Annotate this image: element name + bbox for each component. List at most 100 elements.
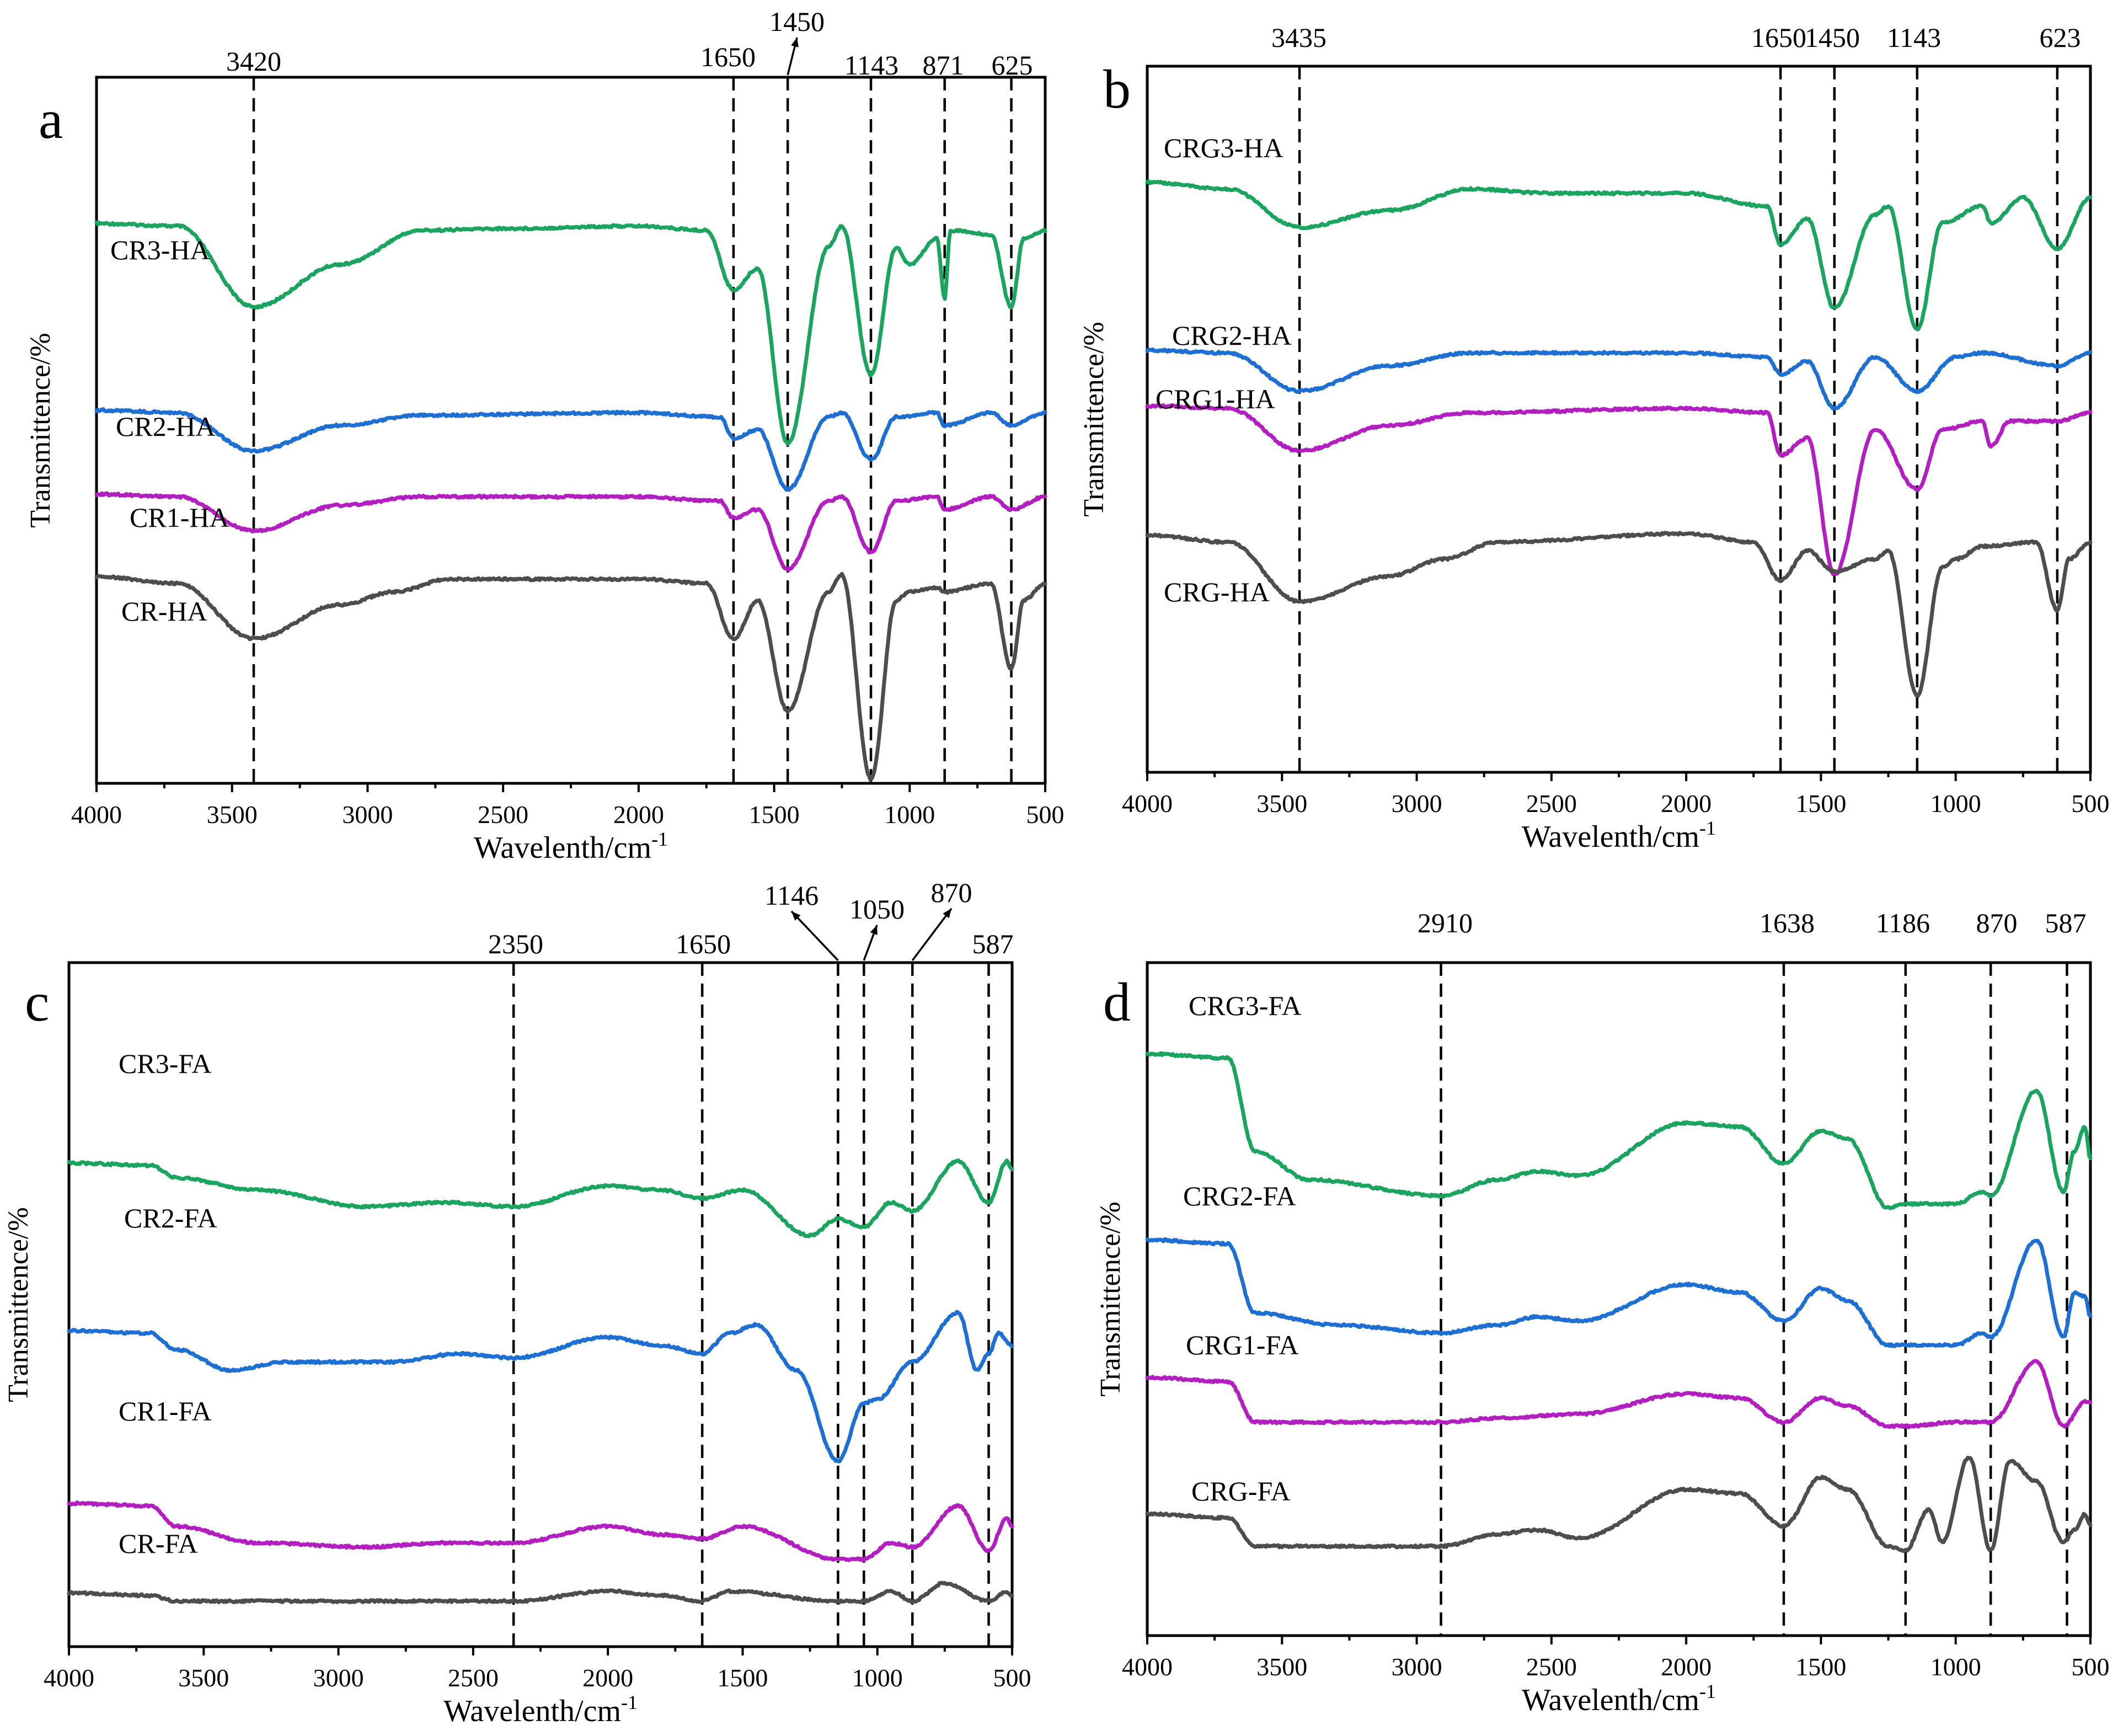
series-label-CR-FA: CR-FA: [119, 1528, 198, 1559]
x-tick-label: 2500: [1526, 789, 1577, 818]
reference-label-623: 623: [2040, 22, 2081, 53]
x-tick-label: 1500: [1795, 1653, 1846, 1681]
reference-label-1143: 1143: [844, 50, 898, 81]
panel-letter: b: [1103, 58, 1131, 120]
x-axis-label: Wavelenth/cm-1: [443, 1691, 638, 1728]
panel-b: 4000 3500 3000 2500 2000 1500 1000 500 Wavelenth…: [1078, 22, 2110, 854]
reference-label-871: 871: [923, 50, 964, 81]
panel-a: 4000 3500 3000 2500 2000 1500 1000 500 Wavelenth…: [25, 6, 1065, 865]
series-label-CR3-FA: CR3-FA: [119, 1048, 212, 1079]
x-tick-label: 1000: [1930, 1653, 1981, 1681]
x-tick-label: 2500: [478, 800, 528, 829]
series-line-CR1-HA: [94, 491, 1047, 572]
series-label-CR1-HA: CR1-HA: [130, 502, 229, 533]
reference-arrow-1146: [790, 910, 839, 962]
reference-label-2350: 2350: [488, 928, 543, 959]
x-tick-label: 1500: [717, 1664, 768, 1692]
series-line-CR-HA: [94, 571, 1047, 782]
x-tick-label: 3000: [342, 800, 393, 829]
x-tick-label: 2000: [1661, 1653, 1711, 1681]
series-label-CRG-FA: CRG-FA: [1191, 1476, 1291, 1507]
reference-label-1638: 1638: [1759, 907, 1815, 938]
series-line-CRG-FA: [1145, 1455, 2093, 1553]
x-axis-label: Wavelenth/cm-1: [1522, 817, 1716, 854]
reference-label-1450: 1450: [769, 6, 825, 37]
x-tick-label: 3500: [1256, 789, 1307, 818]
series-label-CRG3-HA: CRG3-HA: [1164, 132, 1283, 163]
reference-label-870: 870: [931, 877, 972, 908]
x-tick-label: 4000: [1122, 1653, 1173, 1681]
x-tick-label: 2500: [448, 1664, 499, 1692]
x-tick-label: 4000: [71, 800, 122, 829]
x-tick-label: 1500: [749, 800, 800, 829]
panel-letter: d: [1103, 971, 1131, 1033]
series-label-CRG1-FA: CRG1-FA: [1186, 1329, 1299, 1360]
series-label-CRG2-HA: CRG2-HA: [1172, 320, 1292, 351]
y-axis-label: Transmittence/%: [1078, 322, 1110, 516]
series-line-CRG1-FA: [1145, 1359, 2093, 1429]
x-tick-label: 500: [1026, 800, 1065, 829]
x-tick-label: 3000: [1392, 789, 1442, 818]
x-tick-label: 4000: [44, 1664, 94, 1692]
x-tick-label: 2000: [613, 800, 664, 829]
reference-label-625: 625: [992, 50, 1033, 81]
series-line-CRG-HA: [1145, 531, 2093, 698]
reference-arrowhead-870: [943, 909, 951, 918]
reference-label-1650: 1650: [700, 41, 756, 72]
series-line-CR2-FA: [67, 1310, 1014, 1463]
series-line-CRG3-FA: [1145, 1051, 2093, 1210]
x-axis-label: Wavelenth/cm-1: [1522, 1680, 1716, 1717]
y-axis-label: Transmittence/%: [1095, 1201, 1126, 1396]
x-tick-label: 1000: [852, 1664, 903, 1692]
reference-label-1050: 1050: [849, 894, 905, 925]
x-tick-label: 3500: [1256, 1653, 1307, 1681]
panels-group: 4000 3500 3000 2500 2000 1500 1000 500 Wavelenth…: [3, 6, 2110, 1728]
x-tick-label: 2000: [582, 1664, 633, 1692]
series-line-CRG2-FA: [1145, 1237, 2093, 1348]
series-line-CRG2-HA: [1145, 348, 2093, 411]
x-tick-label: 3500: [178, 1664, 229, 1692]
reference-label-1146: 1146: [764, 880, 819, 911]
x-tick-label: 1500: [1795, 789, 1846, 818]
reference-label-1450: 1450: [1805, 22, 1860, 53]
series-line-CRG3-HA: [1145, 179, 2093, 332]
x-tick-label: 2000: [1661, 789, 1711, 818]
reference-label-870: 870: [1976, 907, 2018, 938]
series-line-CR3-HA: [94, 220, 1047, 446]
y-axis-label: Transmittence/%: [3, 1207, 34, 1402]
series-line-CR1-FA: [67, 1500, 1014, 1562]
reference-label-1143: 1143: [1887, 22, 1941, 53]
x-axis-label: Wavelenth/cm-1: [474, 828, 668, 865]
x-tick-label: 3000: [1392, 1653, 1442, 1681]
series-label-CRG-HA: CRG-HA: [1164, 576, 1270, 607]
reference-label-3420: 3420: [226, 46, 281, 77]
x-tick-label: 500: [2072, 789, 2110, 818]
reference-label-1186: 1186: [1876, 907, 1930, 938]
series-label-CR-HA: CR-HA: [121, 596, 207, 627]
reference-label-1650: 1650: [676, 928, 731, 959]
panel-d: 4000 3500 3000 2500 2000 1500 1000 500 Wavelenth…: [1095, 907, 2110, 1717]
series-label-CR2-HA: CR2-HA: [116, 411, 216, 442]
series-label-CR3-HA: CR3-HA: [110, 234, 210, 265]
reference-label-587: 587: [2045, 907, 2087, 938]
reference-label-2910: 2910: [1418, 907, 1473, 938]
reference-label-587: 587: [972, 928, 1014, 959]
reference-label-3435: 3435: [1271, 22, 1327, 53]
reference-arrowhead-1050: [870, 925, 878, 935]
x-tick-label: 3500: [207, 800, 258, 829]
x-tick-label: 1000: [1930, 789, 1981, 818]
reference-label-1650: 1650: [1751, 22, 1806, 53]
reference-arrow-870: [911, 907, 953, 962]
series-line-CR3-FA: [67, 1158, 1014, 1238]
series-label-CRG3-FA: CRG3-FA: [1189, 990, 1302, 1021]
series-line-CR2-HA: [94, 407, 1047, 492]
series-label-CR2-FA: CR2-FA: [124, 1203, 217, 1233]
series-line-CR-FA: [67, 1580, 1014, 1604]
panel-c: 4000 3500 3000 2500 2000 1500 1000 500 Wavelenth…: [3, 877, 1031, 1728]
x-tick-label: 2500: [1526, 1653, 1577, 1681]
x-tick-label: 500: [993, 1664, 1031, 1692]
panel-letter: c: [25, 971, 49, 1033]
series-line-CRG1-HA: [1145, 403, 2093, 576]
x-tick-label: 3000: [313, 1664, 364, 1692]
